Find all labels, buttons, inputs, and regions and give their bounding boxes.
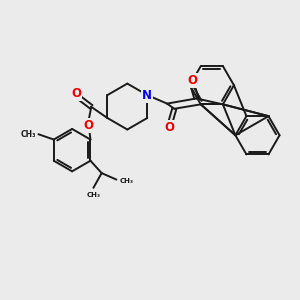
Text: CH₃: CH₃ [120,178,134,184]
Text: O: O [187,74,197,87]
Text: CH₃: CH₃ [21,130,36,139]
Text: N: N [142,88,152,102]
Text: O: O [165,121,175,134]
Text: O: O [71,87,82,101]
Text: O: O [83,119,93,132]
Text: CH₃: CH₃ [86,192,100,198]
